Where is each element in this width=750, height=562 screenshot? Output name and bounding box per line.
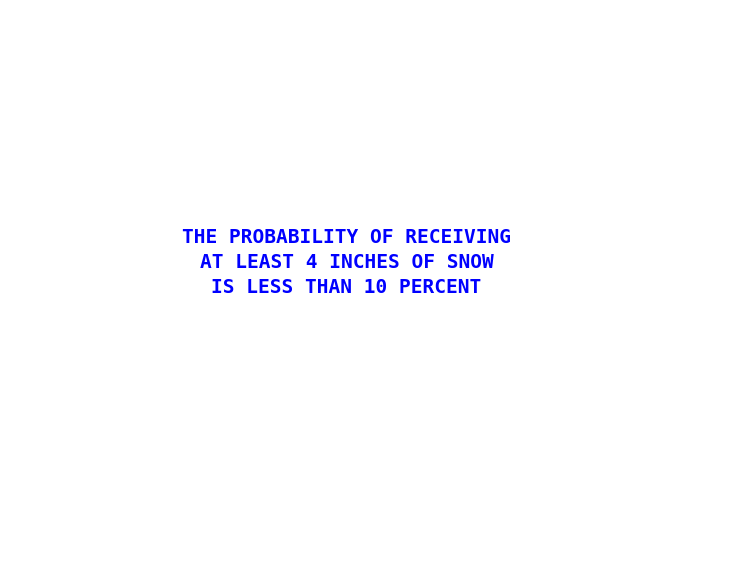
Text: THE PROBABILITY OF RECEIVING
AT LEAST 4 INCHES OF SNOW
IS LESS THAN 10 PERCENT: THE PROBABILITY OF RECEIVING AT LEAST 4 … [182,228,511,297]
